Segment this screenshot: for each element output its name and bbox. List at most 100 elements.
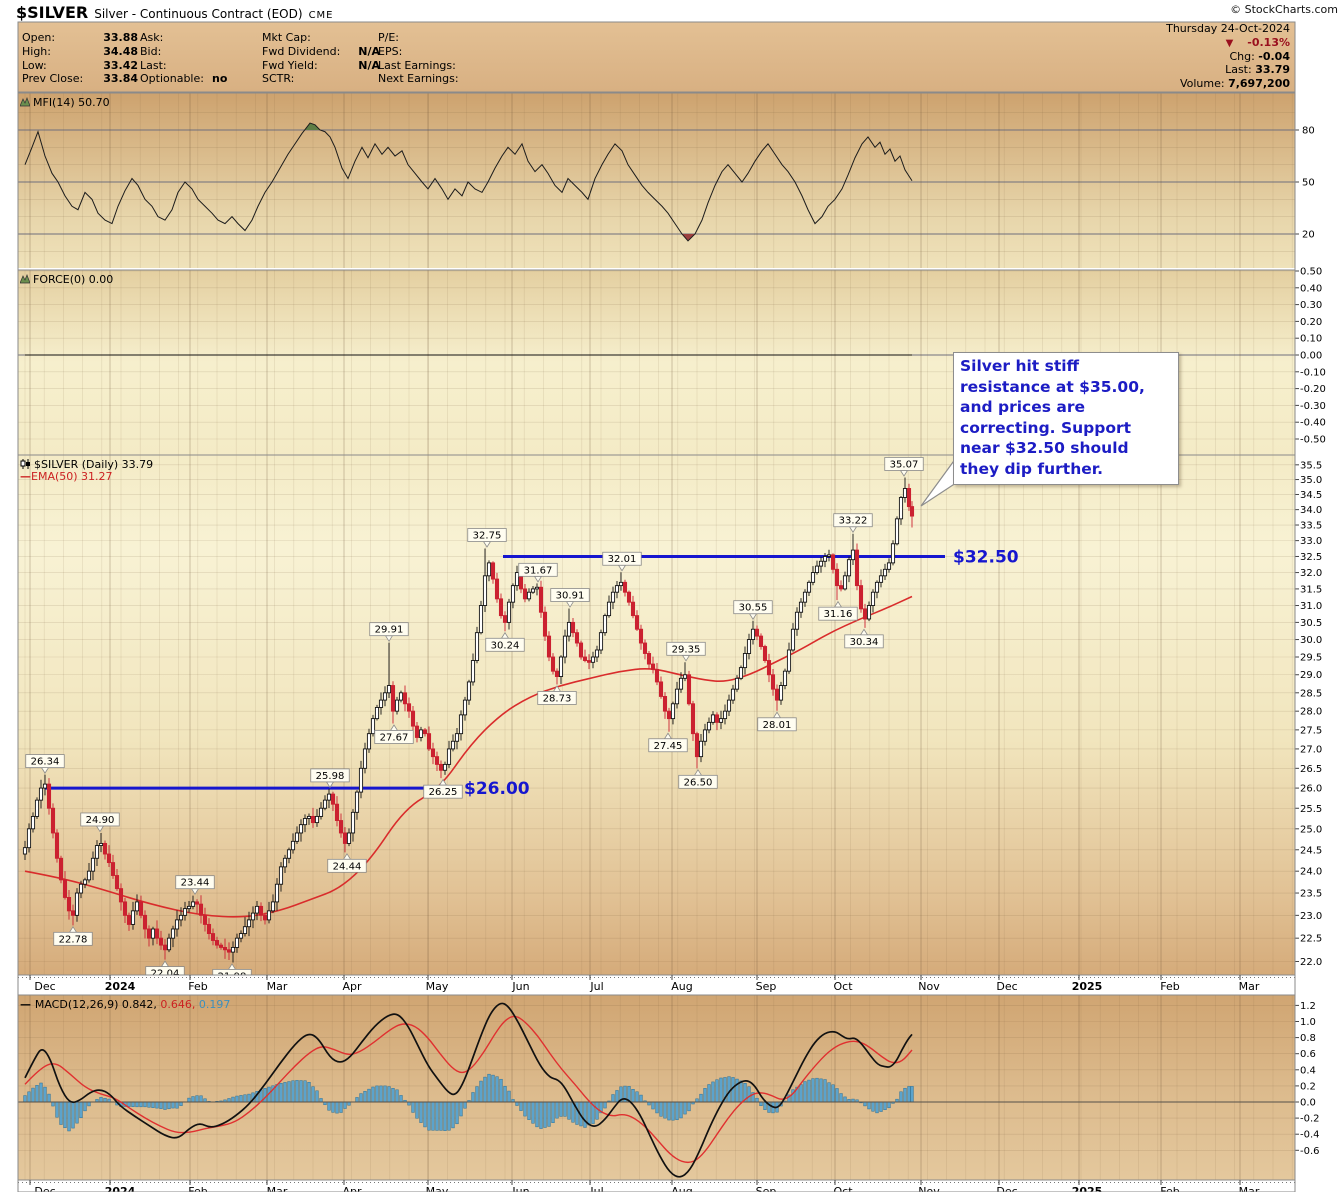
svg-text:32.01: 32.01 <box>608 554 637 565</box>
svg-text:-0.4: -0.4 <box>1300 1130 1320 1141</box>
svg-text:Apr: Apr <box>342 980 362 993</box>
svg-text:26.34: 26.34 <box>31 757 60 768</box>
svg-text:1.2: 1.2 <box>1300 1001 1316 1012</box>
svg-text:29.0: 29.0 <box>1300 670 1322 681</box>
force-panel-title: FORCE(0) 0.00 <box>19 273 113 287</box>
svg-text:28.5: 28.5 <box>1300 688 1322 699</box>
svg-text:29.91: 29.91 <box>375 625 404 636</box>
macd-signal-line <box>24 1015 913 1164</box>
mfi-panel-title: MFI(14) 50.70 <box>19 96 110 110</box>
svg-text:80: 80 <box>1302 126 1315 137</box>
svg-text:31.0: 31.0 <box>1300 601 1322 612</box>
svg-text:35.5: 35.5 <box>1300 460 1322 471</box>
macd-line-swatch: — <box>20 998 35 1011</box>
svg-text:0.10: 0.10 <box>1300 334 1322 345</box>
quote-col-fundamentals: Mkt Cap: Fwd Dividend: N/A Fwd Yield: N/A … <box>262 31 380 86</box>
svg-text:24.44: 24.44 <box>333 861 362 872</box>
title-bar: $SILVER Silver - Continuous Contract (EOD… <box>16 3 1326 22</box>
svg-text:32.75: 32.75 <box>473 531 502 542</box>
change-value: -0.04 <box>1258 49 1290 63</box>
macd-signal-value: 0.646, <box>160 998 196 1011</box>
svg-text:-0.2: -0.2 <box>1300 1114 1320 1125</box>
change-row: Chg: -0.04 <box>1229 49 1290 63</box>
quote-col-earnings: P/E: EPS: Last Earnings: Next Earnings: <box>378 31 488 86</box>
quote-row: Last: <box>140 58 167 72</box>
last-value: 33.79 <box>1255 63 1290 77</box>
quote-row: Last Earnings: <box>378 58 456 72</box>
svg-text:Sep: Sep <box>756 980 777 993</box>
svg-text:24.0: 24.0 <box>1300 867 1322 878</box>
svg-text:23.0: 23.0 <box>1300 911 1322 922</box>
svg-text:2025: 2025 <box>1072 1185 1103 1192</box>
svg-text:$26.00: $26.00 <box>464 779 530 799</box>
svg-text:32.5: 32.5 <box>1300 552 1322 563</box>
svg-text:Dec: Dec <box>996 980 1017 993</box>
svg-text:Mar: Mar <box>1239 1185 1260 1192</box>
quote-row: P/E: <box>378 31 399 44</box>
svg-text:-0.30: -0.30 <box>1300 401 1326 412</box>
svg-text:25.98: 25.98 <box>316 771 345 782</box>
svg-text:Jul: Jul <box>589 980 603 993</box>
percent-change-row: ▼ -0.13% <box>1166 36 1290 50</box>
svg-text:30.24: 30.24 <box>491 640 520 651</box>
svg-text:Apr: Apr <box>342 1185 362 1192</box>
svg-text:22.0: 22.0 <box>1300 957 1322 968</box>
svg-text:23.5: 23.5 <box>1300 889 1322 900</box>
svg-text:27.0: 27.0 <box>1300 744 1322 755</box>
quote-row: EPS: <box>378 44 403 58</box>
svg-text:0.6: 0.6 <box>1300 1049 1316 1060</box>
svg-text:26.0: 26.0 <box>1300 784 1322 795</box>
area-chart-icon <box>19 97 31 110</box>
svg-text:0.0: 0.0 <box>1300 1098 1316 1109</box>
ema-legend: —EMA(50) 31.27 <box>20 470 113 483</box>
down-triangle-icon: ▼ <box>1225 37 1234 49</box>
svg-text:23.44: 23.44 <box>181 878 210 889</box>
svg-text:25.5: 25.5 <box>1300 804 1322 815</box>
quote-col-bidask: Ask: Bid: Last: Optionable: no <box>140 31 246 86</box>
macd-main-line <box>24 1002 913 1178</box>
svg-text:-0.10: -0.10 <box>1300 367 1326 378</box>
svg-text:34.5: 34.5 <box>1300 490 1322 501</box>
svg-text:32.0: 32.0 <box>1300 568 1322 579</box>
candles <box>22 477 915 963</box>
svg-text:26.50: 26.50 <box>684 777 713 788</box>
svg-text:0.00: 0.00 <box>1300 351 1322 362</box>
quote-row: SCTR: <box>262 72 295 86</box>
quote-row: High: 34.48 <box>22 44 138 58</box>
svg-text:-0.6: -0.6 <box>1300 1146 1320 1157</box>
svg-text:Feb: Feb <box>1160 1185 1179 1192</box>
svg-text:-0.20: -0.20 <box>1300 384 1326 395</box>
svg-text:Nov: Nov <box>918 1185 940 1192</box>
svg-text:26.5: 26.5 <box>1300 764 1322 775</box>
quote-row: Low: 33.42 <box>22 58 138 72</box>
quote-row: Bid: <box>140 44 162 58</box>
area-chart-icon <box>19 274 31 287</box>
symbol: $SILVER <box>16 3 89 22</box>
svg-text:0.4: 0.4 <box>1300 1065 1316 1076</box>
annotation-callout: Silver hit stiff resistance at $35.00, a… <box>953 352 1179 485</box>
svg-text:24.5: 24.5 <box>1300 845 1322 856</box>
svg-text:Nov: Nov <box>918 980 940 993</box>
svg-text:50: 50 <box>1302 178 1315 189</box>
quote-col-ohlc: Open: 33.88 High: 34.48 Low: 33.42 Prev Clo… <box>22 31 138 86</box>
svg-text:Jun: Jun <box>511 1185 529 1192</box>
svg-text:28.0: 28.0 <box>1300 707 1322 718</box>
svg-text:31.5: 31.5 <box>1300 584 1322 595</box>
svg-text:27.5: 27.5 <box>1300 725 1322 736</box>
svg-text:Sep: Sep <box>756 1185 777 1192</box>
svg-text:Oct: Oct <box>833 1185 853 1192</box>
quote-date: Thursday 24-Oct-2024 <box>1166 22 1290 35</box>
exchange: CME <box>308 10 334 21</box>
svg-text:2024: 2024 <box>105 1185 136 1192</box>
svg-text:22.04: 22.04 <box>151 969 180 980</box>
svg-text:30.34: 30.34 <box>850 637 879 648</box>
copyright: © StockCharts.com <box>1230 3 1338 16</box>
svg-text:Oct: Oct <box>833 980 853 993</box>
svg-text:28.01: 28.01 <box>763 720 792 731</box>
percent-change: -0.13% <box>1247 35 1290 49</box>
quote-row: Fwd Dividend: N/A <box>262 44 380 58</box>
svg-text:27.67: 27.67 <box>380 732 409 743</box>
svg-text:Aug: Aug <box>671 1185 692 1192</box>
